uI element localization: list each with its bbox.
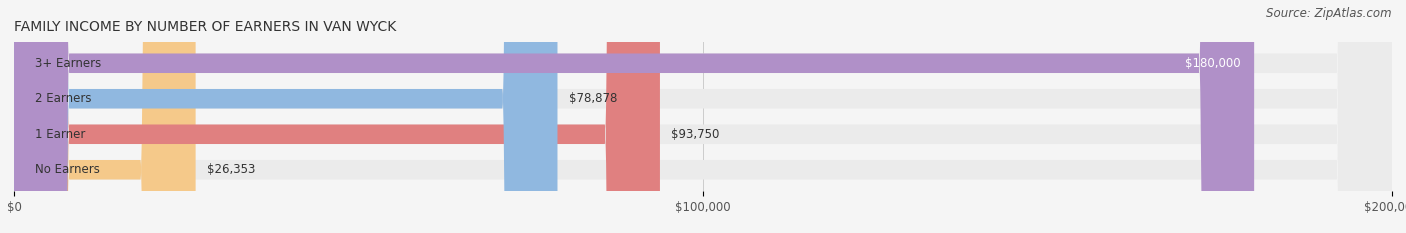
FancyBboxPatch shape (14, 0, 1392, 233)
FancyBboxPatch shape (14, 0, 659, 233)
Text: $26,353: $26,353 (207, 163, 254, 176)
Text: 1 Earner: 1 Earner (35, 128, 86, 141)
FancyBboxPatch shape (14, 0, 1392, 233)
Text: 2 Earners: 2 Earners (35, 92, 91, 105)
FancyBboxPatch shape (14, 0, 1254, 233)
Text: FAMILY INCOME BY NUMBER OF EARNERS IN VAN WYCK: FAMILY INCOME BY NUMBER OF EARNERS IN VA… (14, 20, 396, 34)
Text: No Earners: No Earners (35, 163, 100, 176)
Text: $180,000: $180,000 (1185, 57, 1240, 70)
Text: $93,750: $93,750 (671, 128, 720, 141)
Text: $78,878: $78,878 (568, 92, 617, 105)
Text: 3+ Earners: 3+ Earners (35, 57, 101, 70)
FancyBboxPatch shape (14, 0, 1392, 233)
Text: Source: ZipAtlas.com: Source: ZipAtlas.com (1267, 7, 1392, 20)
FancyBboxPatch shape (14, 0, 558, 233)
FancyBboxPatch shape (14, 0, 195, 233)
FancyBboxPatch shape (14, 0, 1392, 233)
